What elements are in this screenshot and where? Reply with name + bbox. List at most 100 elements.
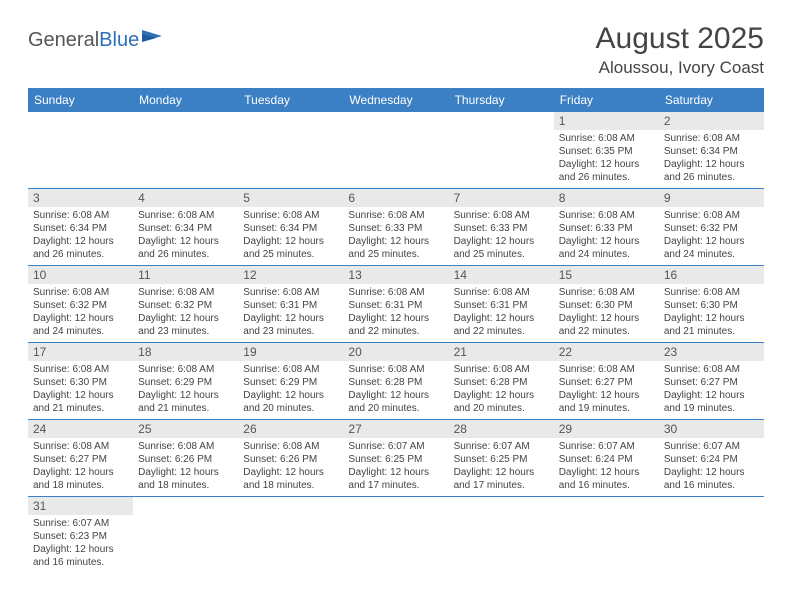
day-line: Daylight: 12 hours bbox=[559, 389, 654, 402]
day-line: Sunset: 6:31 PM bbox=[348, 299, 443, 312]
day-line: Sunrise: 6:08 AM bbox=[243, 440, 338, 453]
day-number: 28 bbox=[449, 420, 554, 438]
day-line: and 19 minutes. bbox=[664, 402, 759, 415]
calendar-cell: 7Sunrise: 6:08 AMSunset: 6:33 PMDaylight… bbox=[449, 189, 554, 266]
day-line: Sunset: 6:34 PM bbox=[664, 145, 759, 158]
day-line: and 20 minutes. bbox=[243, 402, 338, 415]
flag-icon bbox=[142, 28, 164, 49]
calendar-cell: 25Sunrise: 6:08 AMSunset: 6:26 PMDayligh… bbox=[133, 420, 238, 497]
day-number: 31 bbox=[28, 497, 133, 515]
day-line: Sunset: 6:30 PM bbox=[33, 376, 128, 389]
calendar-cell: 2Sunrise: 6:08 AMSunset: 6:34 PMDaylight… bbox=[659, 112, 764, 189]
day-data: Sunrise: 6:08 AMSunset: 6:26 PMDaylight:… bbox=[133, 438, 238, 496]
calendar-week: 10Sunrise: 6:08 AMSunset: 6:32 PMDayligh… bbox=[28, 266, 764, 343]
day-number: 4 bbox=[133, 189, 238, 207]
day-number: 26 bbox=[238, 420, 343, 438]
day-line: Sunrise: 6:08 AM bbox=[454, 363, 549, 376]
day-line: Sunset: 6:26 PM bbox=[243, 453, 338, 466]
day-data: Sunrise: 6:08 AMSunset: 6:32 PMDaylight:… bbox=[133, 284, 238, 342]
day-line: and 26 minutes. bbox=[33, 248, 128, 261]
day-line: Sunrise: 6:08 AM bbox=[348, 209, 443, 222]
day-number: 7 bbox=[449, 189, 554, 207]
day-line: and 21 minutes. bbox=[33, 402, 128, 415]
day-line: Sunset: 6:28 PM bbox=[454, 376, 549, 389]
day-line: Sunset: 6:30 PM bbox=[559, 299, 654, 312]
day-line: and 16 minutes. bbox=[33, 556, 128, 569]
calendar-week: 17Sunrise: 6:08 AMSunset: 6:30 PMDayligh… bbox=[28, 343, 764, 420]
header: GeneralBlue August 2025 Aloussou, Ivory … bbox=[28, 22, 764, 78]
day-data: Sunrise: 6:08 AMSunset: 6:30 PMDaylight:… bbox=[554, 284, 659, 342]
calendar-cell: 4Sunrise: 6:08 AMSunset: 6:34 PMDaylight… bbox=[133, 189, 238, 266]
brand-text: GeneralBlue bbox=[28, 29, 139, 52]
day-line: and 22 minutes. bbox=[559, 325, 654, 338]
day-line: Daylight: 12 hours bbox=[33, 389, 128, 402]
day-number: 13 bbox=[343, 266, 448, 284]
calendar-cell: 29Sunrise: 6:07 AMSunset: 6:24 PMDayligh… bbox=[554, 420, 659, 497]
day-line: Sunrise: 6:08 AM bbox=[243, 209, 338, 222]
day-line: Daylight: 12 hours bbox=[138, 466, 233, 479]
calendar-cell bbox=[343, 112, 448, 189]
day-line: Sunrise: 6:08 AM bbox=[559, 132, 654, 145]
day-line: Sunset: 6:24 PM bbox=[664, 453, 759, 466]
day-line: Sunrise: 6:08 AM bbox=[454, 286, 549, 299]
day-line: Daylight: 12 hours bbox=[664, 312, 759, 325]
day-line: Sunset: 6:27 PM bbox=[559, 376, 654, 389]
day-data: Sunrise: 6:07 AMSunset: 6:25 PMDaylight:… bbox=[343, 438, 448, 496]
day-number: 16 bbox=[659, 266, 764, 284]
day-line: Daylight: 12 hours bbox=[33, 235, 128, 248]
day-line: Daylight: 12 hours bbox=[33, 543, 128, 556]
day-line: Daylight: 12 hours bbox=[243, 235, 338, 248]
day-line: Sunset: 6:34 PM bbox=[33, 222, 128, 235]
title-block: August 2025 Aloussou, Ivory Coast bbox=[596, 22, 764, 78]
day-line: Sunrise: 6:08 AM bbox=[664, 286, 759, 299]
day-number: 18 bbox=[133, 343, 238, 361]
day-data: Sunrise: 6:08 AMSunset: 6:27 PMDaylight:… bbox=[554, 361, 659, 419]
day-number: 8 bbox=[554, 189, 659, 207]
day-line: Daylight: 12 hours bbox=[243, 389, 338, 402]
day-line: and 26 minutes. bbox=[559, 171, 654, 184]
calendar-cell: 20Sunrise: 6:08 AMSunset: 6:28 PMDayligh… bbox=[343, 343, 448, 420]
day-line: Daylight: 12 hours bbox=[138, 235, 233, 248]
calendar-cell: 9Sunrise: 6:08 AMSunset: 6:32 PMDaylight… bbox=[659, 189, 764, 266]
day-data: Sunrise: 6:08 AMSunset: 6:30 PMDaylight:… bbox=[28, 361, 133, 419]
day-line: and 25 minutes. bbox=[243, 248, 338, 261]
weekday-header: Sunday bbox=[28, 88, 133, 112]
calendar-cell: 11Sunrise: 6:08 AMSunset: 6:32 PMDayligh… bbox=[133, 266, 238, 343]
calendar-week: 31Sunrise: 6:07 AMSunset: 6:23 PMDayligh… bbox=[28, 497, 764, 574]
calendar-cell: 8Sunrise: 6:08 AMSunset: 6:33 PMDaylight… bbox=[554, 189, 659, 266]
day-line: Sunset: 6:31 PM bbox=[454, 299, 549, 312]
day-line: and 18 minutes. bbox=[33, 479, 128, 492]
day-number: 24 bbox=[28, 420, 133, 438]
day-line: Daylight: 12 hours bbox=[138, 312, 233, 325]
day-line: and 17 minutes. bbox=[454, 479, 549, 492]
day-number: 14 bbox=[449, 266, 554, 284]
day-line: Daylight: 12 hours bbox=[33, 312, 128, 325]
day-data: Sunrise: 6:08 AMSunset: 6:27 PMDaylight:… bbox=[28, 438, 133, 496]
day-line: Sunrise: 6:08 AM bbox=[243, 363, 338, 376]
day-number: 29 bbox=[554, 420, 659, 438]
brand-part2: Blue bbox=[99, 29, 139, 51]
calendar-cell: 12Sunrise: 6:08 AMSunset: 6:31 PMDayligh… bbox=[238, 266, 343, 343]
day-line: Daylight: 12 hours bbox=[348, 312, 443, 325]
day-data: Sunrise: 6:08 AMSunset: 6:33 PMDaylight:… bbox=[343, 207, 448, 265]
calendar-cell: 5Sunrise: 6:08 AMSunset: 6:34 PMDaylight… bbox=[238, 189, 343, 266]
weekday-header: Monday bbox=[133, 88, 238, 112]
day-data: Sunrise: 6:08 AMSunset: 6:34 PMDaylight:… bbox=[133, 207, 238, 265]
calendar-cell bbox=[659, 497, 764, 574]
calendar-cell: 13Sunrise: 6:08 AMSunset: 6:31 PMDayligh… bbox=[343, 266, 448, 343]
day-number: 15 bbox=[554, 266, 659, 284]
day-line: Daylight: 12 hours bbox=[664, 389, 759, 402]
calendar-cell bbox=[343, 497, 448, 574]
day-line: Sunset: 6:31 PM bbox=[243, 299, 338, 312]
day-line: and 23 minutes. bbox=[243, 325, 338, 338]
page: GeneralBlue August 2025 Aloussou, Ivory … bbox=[0, 0, 792, 595]
day-line: and 25 minutes. bbox=[348, 248, 443, 261]
day-data: Sunrise: 6:08 AMSunset: 6:30 PMDaylight:… bbox=[659, 284, 764, 342]
day-line: and 23 minutes. bbox=[138, 325, 233, 338]
day-number: 9 bbox=[659, 189, 764, 207]
day-line: Sunset: 6:32 PM bbox=[138, 299, 233, 312]
day-line: Sunset: 6:34 PM bbox=[243, 222, 338, 235]
day-line: Sunset: 6:32 PM bbox=[664, 222, 759, 235]
weekday-header: Friday bbox=[554, 88, 659, 112]
day-line: and 20 minutes. bbox=[454, 402, 549, 415]
